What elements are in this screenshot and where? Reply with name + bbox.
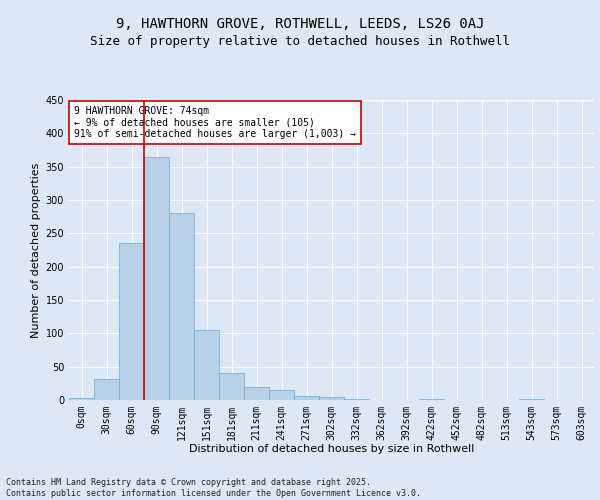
- Bar: [294, 396, 319, 400]
- Text: Contains HM Land Registry data © Crown copyright and database right 2025.
Contai: Contains HM Land Registry data © Crown c…: [6, 478, 421, 498]
- Bar: [244, 386, 269, 400]
- Bar: [269, 390, 294, 400]
- Bar: [169, 212, 194, 400]
- Text: 9, HAWTHORN GROVE, ROTHWELL, LEEDS, LS26 0AJ: 9, HAWTHORN GROVE, ROTHWELL, LEEDS, LS26…: [116, 18, 484, 32]
- Text: 9 HAWTHORN GROVE: 74sqm
← 9% of detached houses are smaller (105)
91% of semi-de: 9 HAWTHORN GROVE: 74sqm ← 9% of detached…: [74, 106, 356, 139]
- Y-axis label: Number of detached properties: Number of detached properties: [31, 162, 41, 338]
- Bar: [219, 374, 244, 400]
- Bar: [144, 156, 169, 400]
- Bar: [94, 380, 119, 400]
- Text: Size of property relative to detached houses in Rothwell: Size of property relative to detached ho…: [90, 35, 510, 48]
- Bar: [519, 398, 544, 400]
- Bar: [119, 242, 144, 400]
- Bar: [319, 396, 344, 400]
- X-axis label: Distribution of detached houses by size in Rothwell: Distribution of detached houses by size …: [189, 444, 474, 454]
- Bar: [194, 330, 219, 400]
- Bar: [69, 398, 94, 400]
